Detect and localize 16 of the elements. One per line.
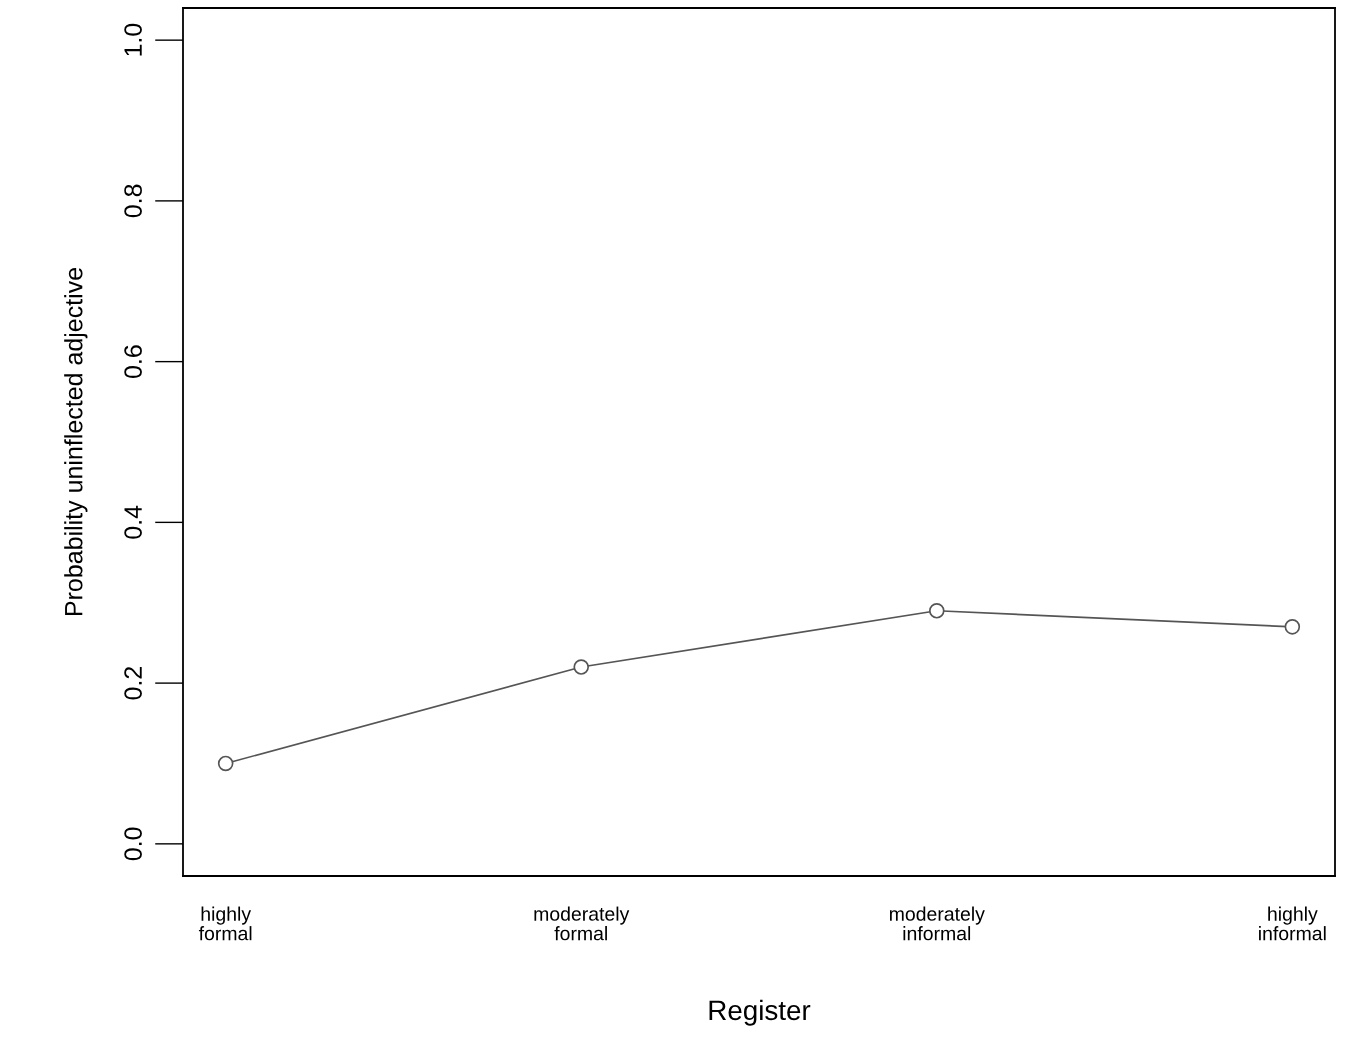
point xyxy=(928,602,945,619)
y-tick-label: 0.8 xyxy=(124,184,142,218)
point xyxy=(217,755,234,772)
y-tick-label: 1.0 xyxy=(124,23,142,56)
x-tick-label: moderately formal xyxy=(534,906,630,941)
x-tick-label: highly formal xyxy=(198,906,252,941)
y-tick-label: 0.2 xyxy=(124,666,142,700)
x-axis-title: Register xyxy=(709,999,811,1026)
x-tick-label: moderately informal xyxy=(889,906,985,941)
x-tick-label: highly informal xyxy=(1259,906,1326,941)
y-axis-title: Probability uninflected adjective xyxy=(64,268,88,616)
y-tick-label: 0.4 xyxy=(124,505,142,539)
y-tick-label: 0.6 xyxy=(124,345,142,379)
point xyxy=(1284,619,1301,635)
y-tick-label: 0.0 xyxy=(124,827,142,861)
point xyxy=(573,659,590,675)
